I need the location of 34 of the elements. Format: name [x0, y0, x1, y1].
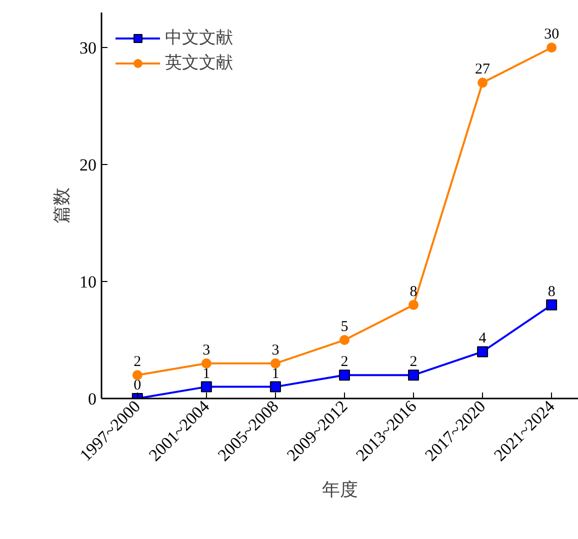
- data-label: 2: [340, 354, 348, 370]
- point: [339, 335, 350, 346]
- point: [338, 370, 350, 381]
- data-label: 1: [202, 366, 210, 382]
- point: [200, 381, 212, 392]
- y-tick-label: 30: [80, 38, 96, 58]
- point: [132, 370, 142, 380]
- legend-label: 中文文献: [165, 27, 233, 49]
- data-label: 3: [272, 342, 280, 358]
- legend-label: 英文文献: [165, 52, 233, 74]
- data-label: 30: [544, 26, 560, 43]
- data-label: 2: [134, 354, 142, 370]
- data-label: 2: [410, 354, 418, 370]
- data-label: 0: [134, 378, 142, 394]
- y-axis-title: 篇数: [52, 188, 72, 224]
- point: [478, 78, 488, 88]
- point: [546, 299, 558, 310]
- data-label: 27: [475, 62, 491, 78]
- y-tick-label: 10: [80, 272, 96, 292]
- point: [201, 358, 212, 368]
- y-tick-label: 20: [80, 156, 96, 175]
- point: [477, 346, 488, 358]
- point: [546, 42, 557, 53]
- data-label: 8: [548, 284, 556, 300]
- data-label: 4: [478, 330, 487, 347]
- point: [270, 381, 281, 392]
- point: [408, 300, 419, 310]
- point: [408, 370, 420, 381]
- data-label: 8: [410, 284, 418, 300]
- data-label: 1: [272, 366, 280, 382]
- data-label: 5: [340, 319, 348, 336]
- data-label: 3: [202, 342, 210, 358]
- point: [270, 358, 280, 368]
- x-axis-title: 年度: [322, 480, 358, 500]
